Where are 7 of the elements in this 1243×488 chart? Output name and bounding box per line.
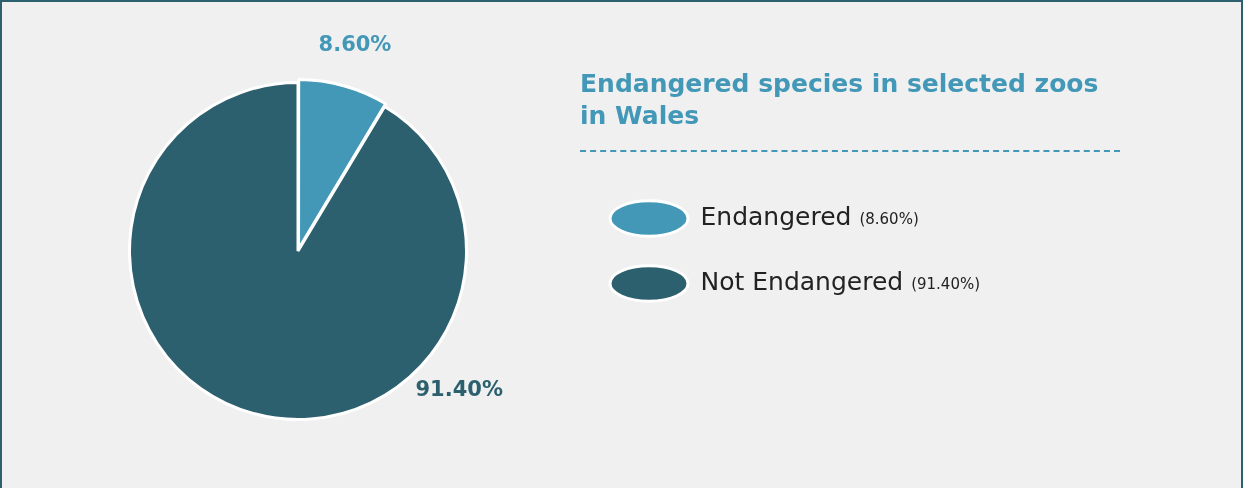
text: Endangered species in selected zoos in Wales: [580, 68, 1100, 132]
text: (91.40%): [911, 274, 981, 293]
legend-label: Not Endangered: [700, 267, 904, 296]
text: (8.60%): [859, 209, 919, 228]
legend-label: Endangered: [700, 202, 852, 231]
data-label: 91.40%: [415, 377, 503, 402]
data-label: 8.60%: [318, 31, 392, 56]
